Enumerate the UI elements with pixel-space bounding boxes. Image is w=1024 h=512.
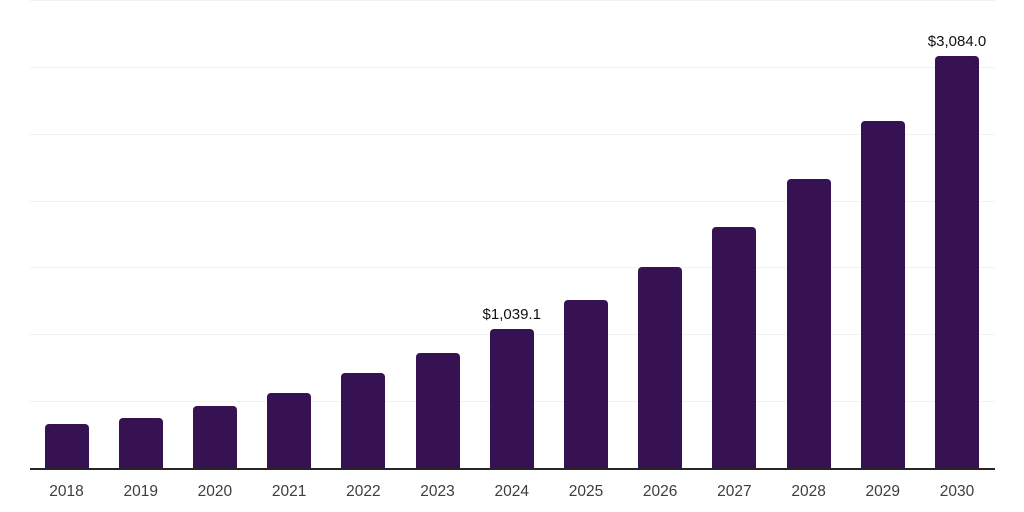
- bar-2021: [267, 392, 312, 468]
- gridline-1500: [30, 267, 995, 269]
- bar-2027: [712, 226, 757, 468]
- x-tick-2026: 2026: [642, 483, 678, 500]
- data-label-2030: $3,084.0: [927, 32, 987, 50]
- bar-2022: [341, 373, 386, 468]
- bar-2023: [415, 353, 460, 468]
- bar-2026: [638, 267, 683, 468]
- x-axis-line: [30, 468, 995, 470]
- x-axis-labels: 2018 2019 2020 2021 2022 2023 2024 2025 2026 2027…: [30, 483, 995, 507]
- x-tick-2027: 2027: [717, 483, 752, 500]
- x-tick-2019: 2019: [123, 483, 158, 500]
- x-tick-2020: 2020: [197, 483, 233, 500]
- bar-2028: [786, 178, 831, 468]
- x-tick-2028: 2028: [791, 483, 826, 500]
- bar-2018: [44, 423, 89, 468]
- x-tick-2030: 2030: [939, 483, 975, 500]
- bar-2019: [118, 418, 163, 468]
- gridline-3000: [30, 66, 995, 68]
- gridline-3500: [30, 0, 995, 1]
- bar-2029: [860, 121, 905, 468]
- plot-area: $1,039.1 $3,084.0: [30, 0, 995, 468]
- gridline-2500: [30, 133, 995, 135]
- x-tick-2029: 2029: [865, 483, 901, 500]
- bar-2024: [489, 329, 534, 468]
- x-tick-2022: 2022: [346, 483, 381, 500]
- bar-2020: [192, 405, 237, 468]
- x-tick-2025: 2025: [568, 483, 604, 500]
- bar-2030: [935, 55, 979, 468]
- x-tick-2021: 2021: [271, 483, 307, 500]
- data-label-2024: $1,039.1: [482, 306, 541, 324]
- x-tick-2024: 2024: [494, 483, 529, 500]
- x-tick-2018: 2018: [49, 483, 84, 500]
- bar-2025: [563, 300, 608, 468]
- x-tick-2023: 2023: [420, 483, 455, 500]
- gridline-2000: [30, 200, 995, 202]
